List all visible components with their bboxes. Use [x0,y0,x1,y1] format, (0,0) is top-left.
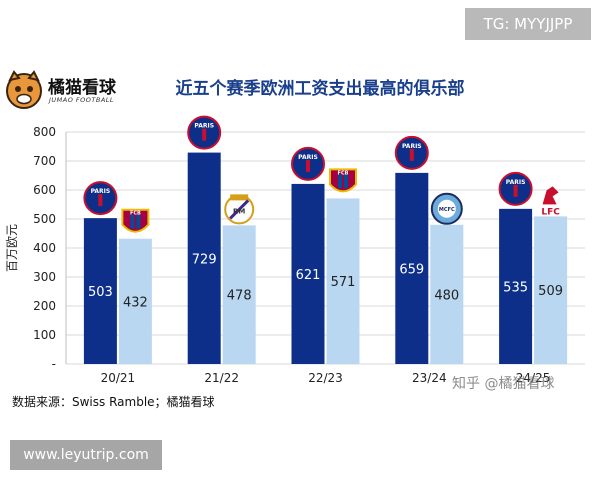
liverpool-badge-text: LFC [541,207,560,217]
bar-second-club [326,198,360,364]
y-axis-label: 百万欧元 [5,224,19,272]
y-tick-label: 400 [33,241,56,255]
bar-top-club [187,152,221,364]
x-tick-label: 22/23 [308,371,343,385]
watermark-tg: TG: MYYJJPP [465,8,591,40]
psg-badge-stripe [513,184,518,197]
brand-subtitle: JUMAO FOOTBALL [49,96,115,104]
bar-second-club [222,225,256,364]
bar-value-label: 621 [296,268,321,283]
y-tick-label: 100 [33,328,56,342]
psg-badge-text: PARIS [91,188,111,195]
barcelona-badge-text: FCB [130,211,141,217]
psg-badge-stripe [98,194,103,207]
y-tick-label: 200 [33,299,56,313]
x-tick-label: 21/22 [204,371,239,385]
bar-second-club [118,238,152,364]
bar-value-label: 478 [227,289,252,304]
barcelona-badge-icon [121,208,150,233]
watermark-url: www.leyutrip.com [10,440,162,470]
psg-badge-stripe [306,159,310,172]
watermark-zhihu: 知乎 @橘猫看球 [452,376,555,392]
bar-value-label: 729 [192,252,217,267]
bar-top-club [291,183,325,364]
bar-second-club [430,224,464,364]
y-tick-label: 300 [33,270,56,284]
bar-value-label: 480 [434,288,459,303]
barcelona-badge-stripe [344,174,348,189]
x-tick-label: 23/24 [412,371,447,385]
psg-badge-text: PARIS [506,179,526,186]
bar-top-club [395,172,429,364]
bar-top-club [499,208,533,364]
y-tick-label: 600 [33,183,56,197]
bar-value-label: 509 [538,284,563,299]
y-tick-label: 800 [33,125,56,139]
bar-value-label: 571 [331,275,356,290]
barcelona-badge-text: FCB [338,170,349,176]
real-madrid-badge-text: RM [233,207,245,215]
bar-value-label: 535 [503,280,528,295]
bar-value-label: 503 [88,285,113,300]
y-tick-label: 700 [33,154,56,168]
man-city-badge-text: MCFC [439,207,455,213]
psg-badge-text: PARIS [298,154,318,161]
bar-value-label: 432 [123,295,148,310]
psg-badge-stripe [409,148,414,161]
psg-badge-stripe [202,128,207,141]
barcelona-badge-icon [329,168,357,193]
real-madrid-badge-crown [230,194,249,201]
brand-name: 橘猫看球 [48,78,116,98]
bar-second-club [534,216,568,364]
barcelona-badge-stripe [130,214,135,229]
liverpool-bird-icon [542,186,559,205]
psg-badge-text: PARIS [194,123,214,130]
barcelona-badge-stripe [338,174,342,189]
chart-title: 近五个赛季欧洲工资支出最高的俱乐部 [175,79,465,99]
source-note: 数据来源：Swiss Ramble；橘猫看球 [12,395,215,409]
x-tick-label: 24/25 [516,371,551,385]
bar-top-club [83,218,117,364]
barcelona-badge-stripe [136,214,141,229]
x-tick-label: 20/21 [101,371,136,385]
man-city-badge-inner [437,199,456,218]
real-madrid-badge-band [229,199,250,220]
psg-badge-text: PARIS [402,143,422,150]
y-tick-label: - [52,357,56,371]
y-tick-label: 500 [33,212,56,226]
cat-logo-icon [6,70,42,109]
bar-value-label: 659 [399,262,424,277]
